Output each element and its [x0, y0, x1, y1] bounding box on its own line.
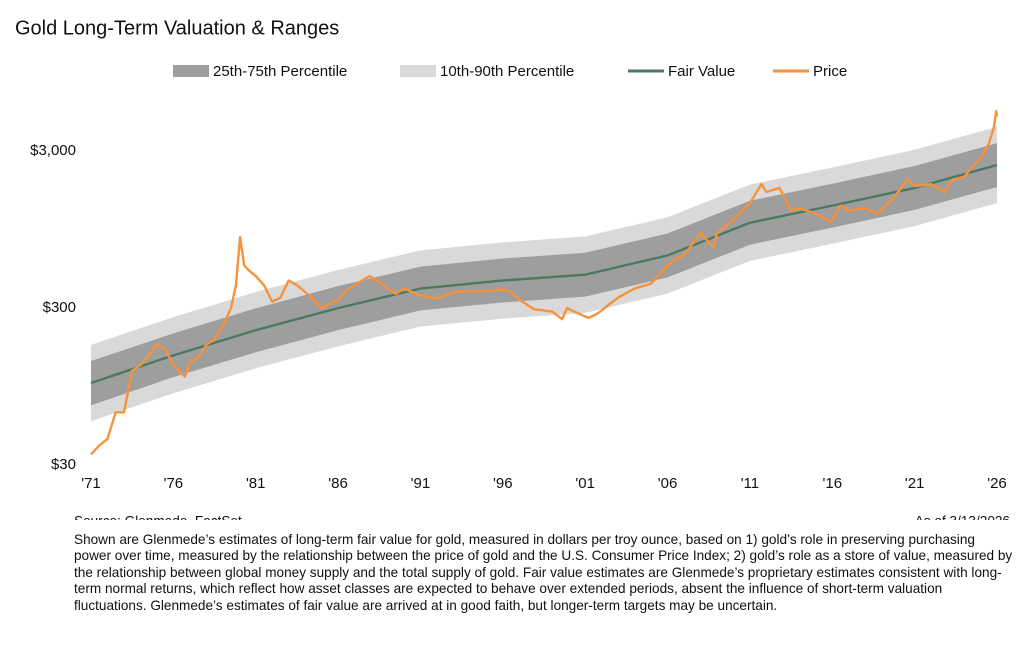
- x-tick-label: '26: [987, 475, 1007, 492]
- note: Shown are Glenmede’s estimates of long-t…: [74, 532, 1013, 613]
- legend-label: Price: [813, 63, 847, 80]
- chart-title: Gold Long-Term Valuation & Ranges: [15, 17, 339, 39]
- series-line: [90, 163, 998, 385]
- x-tick-label: '81: [246, 475, 266, 492]
- legend-label: Fair Value: [668, 63, 735, 80]
- chart: Gold Long-Term Valuation & Ranges $30 $30…: [15, 17, 1010, 520]
- y-tick-label: $300: [43, 299, 76, 316]
- x-tick-label: '06: [658, 475, 678, 492]
- x-tick-label: '76: [164, 475, 184, 492]
- x-tick-label: '11: [741, 475, 759, 492]
- y-tick-label: $30: [51, 456, 76, 473]
- legend-swatch: [173, 65, 209, 77]
- percentile-band: [91, 143, 997, 406]
- legend-label: 25th-75th Percentile: [213, 63, 347, 80]
- x-tick-label: '16: [822, 475, 842, 492]
- series-line: [90, 109, 999, 456]
- x-tick-label: '96: [493, 475, 513, 492]
- x-tick-label: '01: [575, 475, 595, 492]
- x-tick-label: '71: [81, 475, 101, 492]
- x-tick-label: '91: [411, 475, 431, 492]
- legend-label: 10th-90th Percentile: [440, 63, 574, 80]
- source: Source: Glenmede, FactSet: [74, 514, 242, 520]
- x-tick-label: '86: [328, 475, 348, 492]
- as-of: As of 3/13/2026: [915, 514, 1010, 520]
- legend-swatch: [400, 65, 436, 77]
- y-tick-label: $3,000: [30, 142, 76, 159]
- x-tick-label: '21: [905, 475, 925, 492]
